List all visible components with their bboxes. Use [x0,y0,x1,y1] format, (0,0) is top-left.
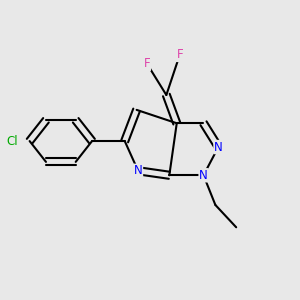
Text: N: N [214,140,223,154]
Text: N: N [134,164,142,177]
Text: Cl: Cl [6,135,18,148]
Text: F: F [144,57,150,70]
Text: N: N [199,169,208,182]
Text: F: F [176,48,183,62]
